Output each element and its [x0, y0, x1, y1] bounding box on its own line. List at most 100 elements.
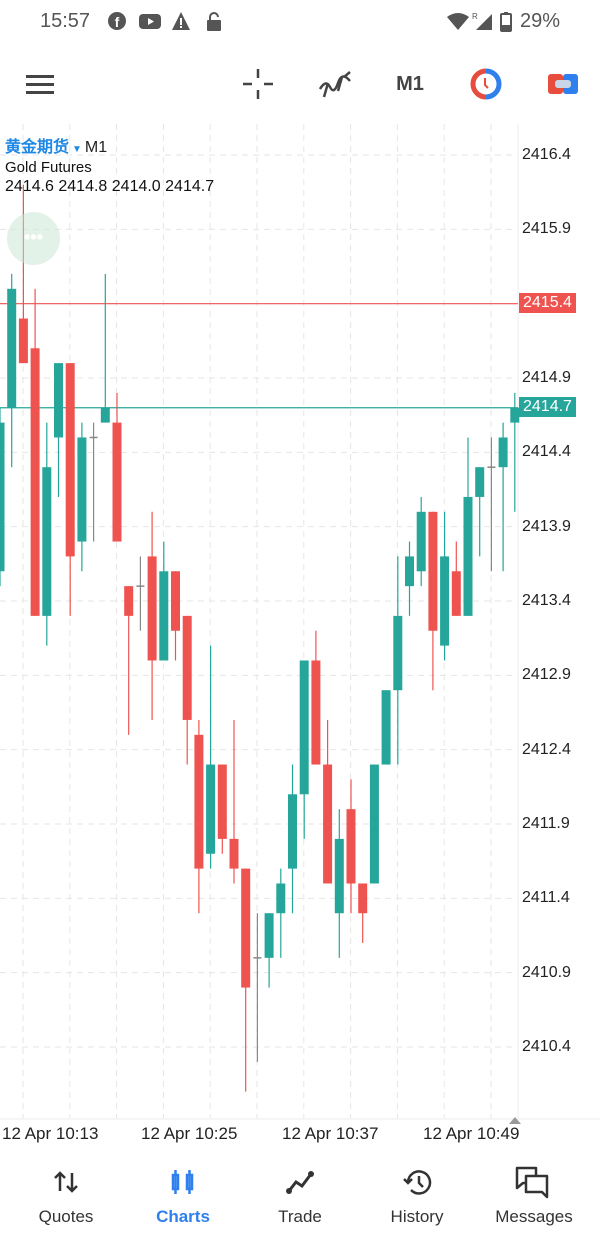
candle-body: [229, 838, 239, 869]
candle-body: [288, 794, 297, 869]
price-axis-label: 2410.4: [522, 1038, 571, 1056]
svg-text:R: R: [472, 12, 478, 21]
candle-body: [405, 556, 414, 587]
nav-quotes[interactable]: Quotes: [11, 1145, 121, 1235]
trade-icon: [286, 1171, 314, 1194]
messages-icon: [515, 1166, 549, 1199]
nav-messages[interactable]: Messages: [479, 1145, 589, 1235]
candle-body: [7, 288, 17, 408]
bottom-navigation: Quotes Charts Trade History Messages: [0, 1145, 600, 1239]
chart-timeframe: M1: [84, 139, 108, 156]
one-click-trading-icon: [470, 68, 502, 100]
status-bar: 15:57 f R 29%: [0, 0, 600, 44]
trade-panel-icon: [548, 74, 578, 94]
charts-icon: [171, 1170, 194, 1194]
candle-body: [451, 571, 461, 616]
symbol-name[interactable]: 黄金期货: [5, 139, 70, 156]
dropdown-icon: ▼: [72, 144, 82, 155]
time-label: 12 Apr 10:25: [141, 1124, 238, 1143]
candle-body: [124, 586, 134, 616]
candle-body: [264, 913, 274, 958]
candle-body: [241, 868, 251, 988]
price-axis-label: 2416.4: [522, 146, 571, 163]
history-icon: [403, 1170, 432, 1195]
symbol-description: Gold Futures: [5, 159, 92, 176]
youtube-icon: [138, 11, 162, 31]
candle-body: [18, 318, 28, 364]
price-axis-label: 2412.4: [522, 740, 571, 758]
candle-body: [475, 467, 485, 497]
nav-trade[interactable]: Trade: [245, 1145, 355, 1235]
lock-icon: [204, 11, 224, 31]
nav-charts[interactable]: Charts: [128, 1145, 238, 1235]
nav-label: Charts: [156, 1207, 210, 1226]
price-axis-label: 2410.9: [522, 963, 571, 981]
candle-body: [276, 883, 286, 914]
candle-body: [428, 511, 438, 631]
price-axis-label: 2414.4: [522, 443, 571, 461]
candle-body: [369, 764, 379, 884]
candle-body: [171, 571, 180, 631]
candle-body: [393, 615, 403, 691]
menu-button[interactable]: [24, 66, 56, 102]
candle-body: [498, 437, 508, 468]
more-options-button[interactable]: •••: [7, 212, 60, 265]
price-axis-label: 2413.4: [522, 592, 571, 609]
facebook-icon: f: [107, 11, 127, 31]
indicator-icon: [318, 71, 351, 98]
candle-body: [194, 734, 204, 869]
bid-price-tag: 2414.7: [519, 397, 576, 417]
price-axis-label: 2412.9: [522, 666, 571, 684]
one-click-trading-button[interactable]: [468, 66, 504, 102]
candle-body: [100, 407, 110, 423]
candle-body: [510, 407, 520, 423]
candle-body: [54, 363, 63, 438]
chart-toolbar: M1: [0, 44, 600, 124]
nav-label: History: [390, 1207, 444, 1226]
price-axis-label: 2413.9: [522, 517, 571, 535]
candle-body: [381, 690, 391, 765]
crosshair-button[interactable]: [240, 66, 276, 102]
signal-icon: R: [470, 11, 494, 31]
battery-icon: [498, 11, 514, 32]
candlestick-chart[interactable]: [0, 124, 600, 1144]
candle-body: [463, 496, 473, 616]
wifi-icon: [446, 11, 470, 31]
candle-body: [299, 660, 309, 795]
nav-history[interactable]: History: [362, 1145, 472, 1235]
quotes-icon: [54, 1171, 78, 1193]
candle-body: [42, 467, 52, 616]
candle-body: [65, 363, 75, 557]
candle-body: [0, 422, 5, 572]
symbol-selector[interactable]: 黄金期货 ▼ M1: [5, 139, 107, 159]
candle-body: [147, 556, 157, 661]
crosshair-icon: [243, 69, 273, 99]
nav-label: Quotes: [38, 1207, 94, 1226]
candle-body: [334, 838, 344, 914]
trade-panel-button[interactable]: [546, 66, 580, 102]
candle-body: [77, 437, 87, 542]
candle-body: [30, 348, 40, 616]
candle-body: [358, 883, 368, 914]
price-axis-label: 2414.9: [522, 369, 571, 386]
candle-body: [416, 511, 426, 572]
nav-label: Trade: [278, 1207, 322, 1226]
warning-icon: [171, 11, 191, 31]
price-axis-label: 2415.9: [522, 220, 571, 238]
time-label: 12 Apr 10:49: [423, 1124, 520, 1143]
price-axis-label: 2411.9: [522, 815, 570, 832]
indicators-button[interactable]: [314, 66, 354, 102]
time-label: 12 Apr 10:13: [2, 1124, 99, 1143]
candle-body: [217, 764, 227, 839]
ohlc-readout: 2414.6 2414.8 2414.0 2414.7: [5, 178, 215, 195]
battery-percent: 29%: [519, 10, 560, 32]
candle-body: [440, 556, 450, 646]
status-time: 15:57: [40, 10, 91, 32]
candle-body: [159, 571, 169, 661]
timeframe-button[interactable]: M1: [396, 72, 424, 95]
candle-body: [323, 764, 333, 884]
svg-text:f: f: [115, 14, 120, 30]
price-chart[interactable]: [0, 124, 600, 1144]
candle-body: [112, 422, 122, 542]
candle-body: [346, 809, 356, 884]
